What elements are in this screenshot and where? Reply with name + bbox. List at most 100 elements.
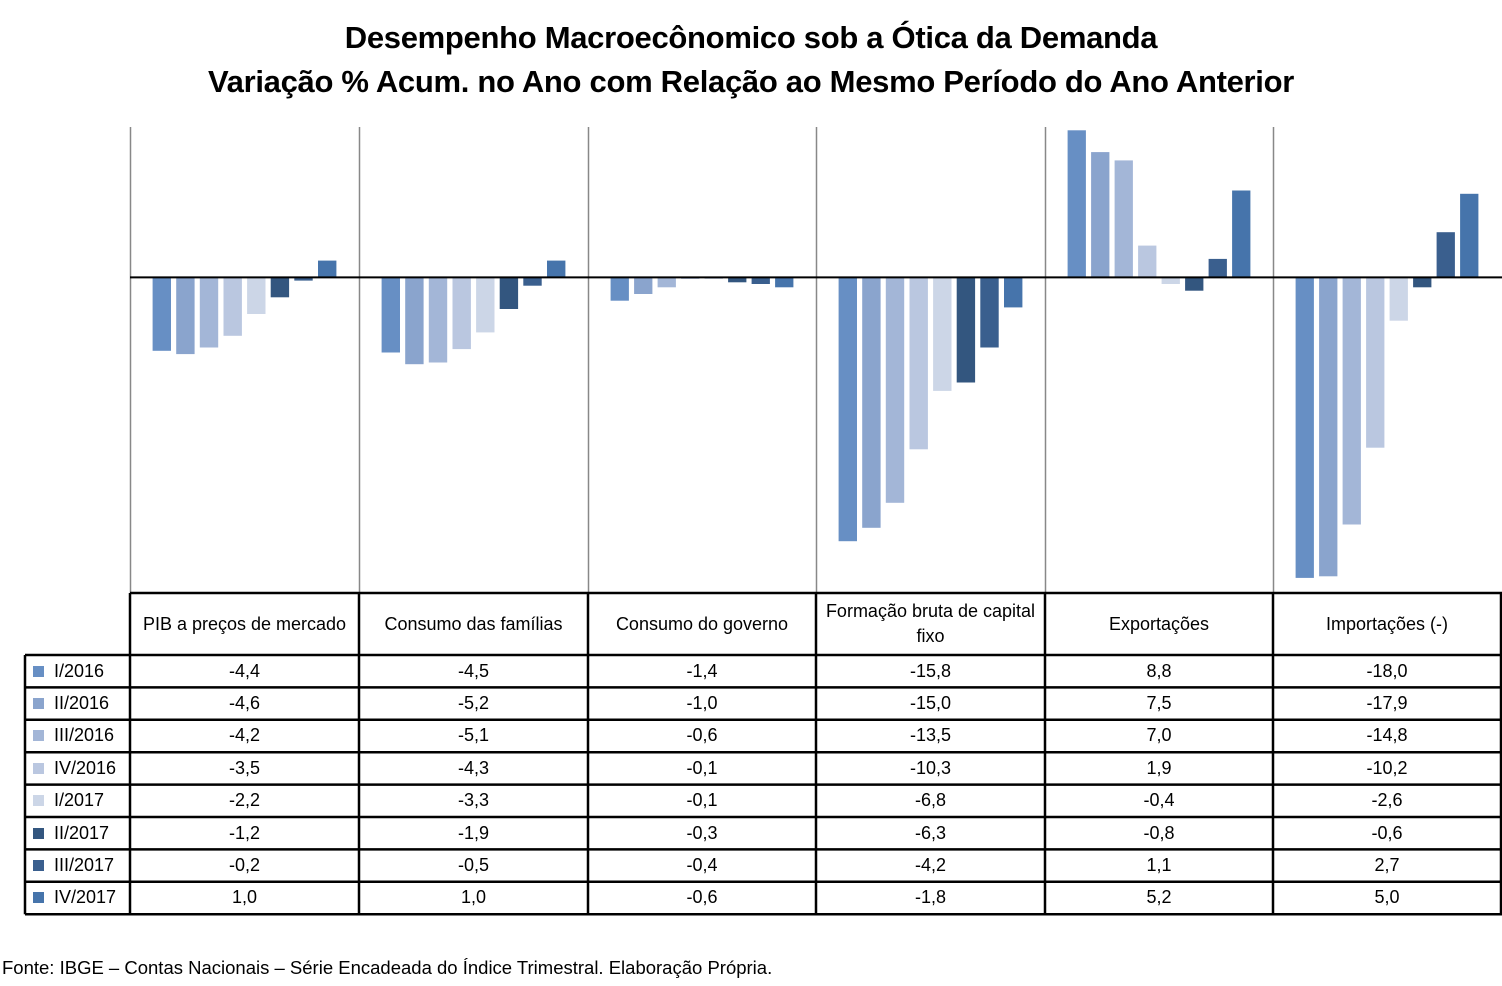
data-label: -10,2 [1366, 757, 1408, 778]
legend-entry: IV/2017 [25, 882, 130, 914]
bar [1091, 152, 1110, 278]
chart-subtitle: Variação % Acum. no Ano com Relação ao M… [207, 64, 1295, 99]
legend-swatch [33, 665, 44, 677]
data-label: -6,8 [914, 790, 947, 811]
bar [728, 277, 747, 283]
data-label: 2,7 [1374, 855, 1400, 876]
data-label: -18,0 [1366, 660, 1408, 681]
data-label: 1,0 [460, 887, 487, 908]
bar [657, 277, 676, 288]
data-label: -1,0 [686, 693, 718, 714]
bar [1342, 277, 1361, 525]
data-label: -0,4 [1143, 790, 1175, 811]
data-label: -0,6 [686, 887, 718, 908]
bar [1436, 232, 1455, 278]
category-label: Formação bruta de capital fixo [825, 601, 1036, 646]
bar [476, 277, 495, 333]
data-label: -1,9 [457, 822, 490, 843]
legend-label: II/2016 [54, 693, 110, 714]
data-label: -3,5 [228, 757, 261, 778]
chart-title: Desempenho Macroecônomico sob a Ótica da… [344, 20, 1158, 55]
bar [1389, 277, 1408, 321]
category-label: Importações (-) [1325, 613, 1449, 634]
data-label: -15,8 [909, 660, 952, 681]
legend-swatch [33, 698, 44, 710]
data-label: -14,8 [1366, 725, 1408, 746]
data-label: -6,3 [914, 822, 947, 843]
data-label: -0,5 [457, 855, 490, 876]
bar [270, 277, 290, 298]
data-label: -0,1 [686, 790, 718, 811]
bar [1460, 193, 1479, 278]
bar [1004, 277, 1023, 308]
data-label: -10,3 [909, 757, 952, 778]
bar [452, 277, 471, 350]
legend-entry: II/2016 [25, 687, 130, 719]
data-label: -5,1 [457, 725, 490, 746]
bar [775, 277, 794, 288]
bar [405, 277, 424, 365]
data-label: -13,5 [909, 725, 952, 746]
data-label: -4,6 [228, 693, 261, 714]
data-label: -0,2 [228, 855, 261, 876]
data-label: 5,2 [1146, 887, 1172, 908]
data-label: 7,5 [1146, 693, 1172, 714]
data-label: 7,0 [1146, 725, 1172, 746]
bar [523, 277, 542, 286]
data-label: -3,3 [457, 790, 490, 811]
data-label: 8,8 [1146, 660, 1172, 681]
bar [318, 260, 337, 278]
data-label: -5,2 [457, 693, 490, 714]
legend-swatch [33, 795, 44, 807]
data-label: 5,0 [1374, 887, 1400, 908]
data-label: -1,4 [686, 660, 718, 681]
data-label: -0,1 [686, 757, 718, 778]
category-label: Exportações [1108, 613, 1210, 634]
bar [751, 277, 770, 284]
bar [1185, 277, 1204, 291]
bar [1319, 277, 1338, 577]
bar [862, 277, 881, 528]
category-label: Consumo das famílias [384, 613, 563, 634]
legend-entry: I/2016 [25, 655, 130, 687]
data-label: -1,8 [914, 887, 947, 908]
data-label: -0,3 [686, 822, 718, 843]
legend-entry: IV/2016 [25, 752, 130, 784]
bar [294, 277, 313, 281]
legend-label: III/2017 [54, 855, 115, 876]
legend-entry: III/2016 [25, 720, 130, 752]
data-label: -4,4 [228, 660, 261, 681]
bar [176, 277, 195, 355]
legend-swatch [33, 892, 44, 904]
bar [1208, 258, 1227, 278]
bar [1295, 277, 1314, 578]
legend-label: II/2017 [54, 822, 110, 843]
bar [247, 277, 266, 314]
bar [152, 277, 171, 351]
legend-label: IV/2017 [54, 887, 117, 908]
data-label: -0,6 [686, 725, 718, 746]
legend-swatch [33, 762, 44, 774]
bar [1366, 277, 1385, 448]
bar [223, 277, 242, 336]
bar [838, 277, 857, 542]
legend-swatch [33, 730, 44, 742]
data-label: -4,5 [457, 660, 490, 681]
data-label: -0,8 [1143, 822, 1175, 843]
bar [1161, 277, 1180, 284]
bar [199, 277, 219, 348]
bar [634, 277, 653, 294]
bar [428, 277, 448, 363]
bar [933, 277, 952, 391]
bar [1138, 245, 1157, 278]
data-label: -4,2 [228, 725, 261, 746]
data-label: 1,1 [1146, 855, 1172, 876]
data-label: -0,4 [686, 855, 718, 876]
legend-label: III/2016 [54, 725, 115, 746]
data-label: -15,0 [909, 693, 952, 714]
data-label: -2,2 [228, 790, 261, 811]
bar [956, 277, 976, 383]
category-label: PIB a preços de mercado [142, 613, 347, 634]
legend-entry: III/2017 [25, 849, 130, 881]
